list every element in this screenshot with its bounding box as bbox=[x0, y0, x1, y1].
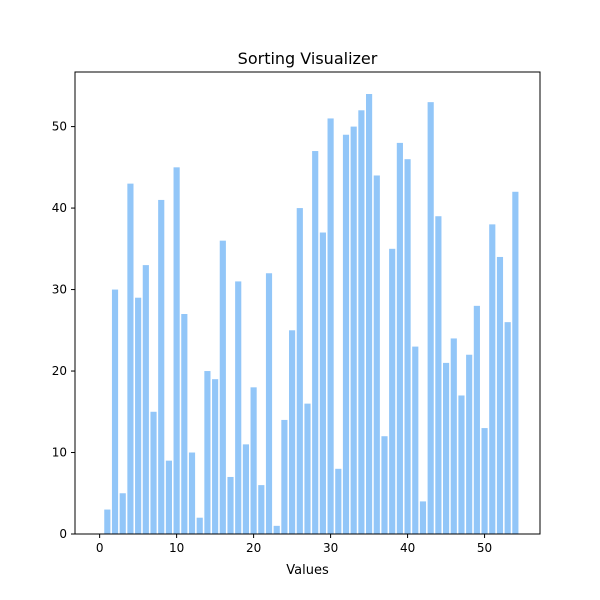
x-tick-label: 10 bbox=[169, 541, 184, 555]
bar bbox=[196, 517, 203, 534]
bar bbox=[204, 371, 211, 534]
bar bbox=[111, 289, 119, 534]
bar bbox=[342, 134, 350, 535]
bars-group bbox=[104, 94, 519, 535]
bar bbox=[381, 436, 388, 534]
x-tick-label: 20 bbox=[246, 541, 261, 555]
y-tick-label: 10 bbox=[52, 446, 67, 460]
bar bbox=[373, 175, 380, 535]
bar bbox=[450, 338, 457, 534]
bar bbox=[150, 411, 157, 534]
bar bbox=[304, 403, 311, 534]
y-axis-ticks: 0 10 20 30 40 50 bbox=[52, 120, 75, 541]
bar bbox=[312, 151, 319, 535]
bar bbox=[389, 248, 396, 534]
bar bbox=[435, 216, 442, 534]
bar bbox=[142, 265, 149, 534]
bar bbox=[235, 281, 242, 534]
bar bbox=[481, 428, 488, 534]
bar bbox=[273, 525, 280, 534]
bar bbox=[296, 208, 303, 534]
chart-title: Sorting Visualizer bbox=[238, 49, 378, 68]
bar bbox=[242, 444, 249, 534]
plot-frame bbox=[74, 71, 541, 535]
bar bbox=[258, 485, 265, 534]
bar bbox=[366, 94, 373, 534]
y-tick-label: 30 bbox=[52, 283, 67, 297]
x-tick-label: 50 bbox=[477, 541, 492, 555]
x-axis-ticks: 0 10 20 30 40 50 bbox=[96, 534, 492, 555]
bar bbox=[319, 232, 326, 534]
bar bbox=[250, 387, 257, 534]
bar bbox=[165, 460, 172, 534]
bar bbox=[473, 305, 480, 534]
bar bbox=[219, 240, 226, 535]
bar bbox=[227, 476, 234, 534]
bar bbox=[358, 110, 365, 535]
y-tick-label: 0 bbox=[59, 527, 67, 541]
bar bbox=[419, 501, 427, 534]
bar bbox=[181, 314, 188, 534]
y-tick-label: 50 bbox=[52, 120, 67, 134]
bar bbox=[119, 493, 126, 534]
x-tick-label: 30 bbox=[323, 541, 338, 555]
bar bbox=[335, 468, 342, 534]
bar bbox=[412, 346, 419, 534]
bar bbox=[158, 199, 165, 534]
y-tick-label: 20 bbox=[52, 364, 67, 378]
bar bbox=[188, 452, 196, 534]
bar bbox=[289, 330, 296, 534]
bar bbox=[496, 256, 504, 534]
bar bbox=[281, 419, 288, 534]
y-tick-label: 40 bbox=[52, 201, 67, 215]
bar bbox=[458, 395, 465, 534]
x-tick-label: 0 bbox=[96, 541, 104, 555]
bar bbox=[212, 379, 219, 534]
bar bbox=[512, 191, 519, 534]
bar bbox=[350, 126, 357, 534]
bar bbox=[443, 362, 450, 534]
bar bbox=[427, 102, 434, 535]
bar bbox=[135, 297, 142, 534]
bar bbox=[327, 118, 334, 534]
bar bbox=[396, 142, 403, 534]
x-tick-label: 40 bbox=[400, 541, 415, 555]
bar bbox=[104, 509, 111, 534]
bar bbox=[489, 224, 496, 534]
bar bbox=[265, 273, 273, 534]
bar bbox=[504, 322, 511, 534]
bar bbox=[404, 159, 411, 534]
bar bbox=[173, 167, 180, 534]
x-axis-label: Values bbox=[286, 563, 329, 578]
bar bbox=[127, 183, 134, 534]
bar bbox=[466, 354, 473, 534]
